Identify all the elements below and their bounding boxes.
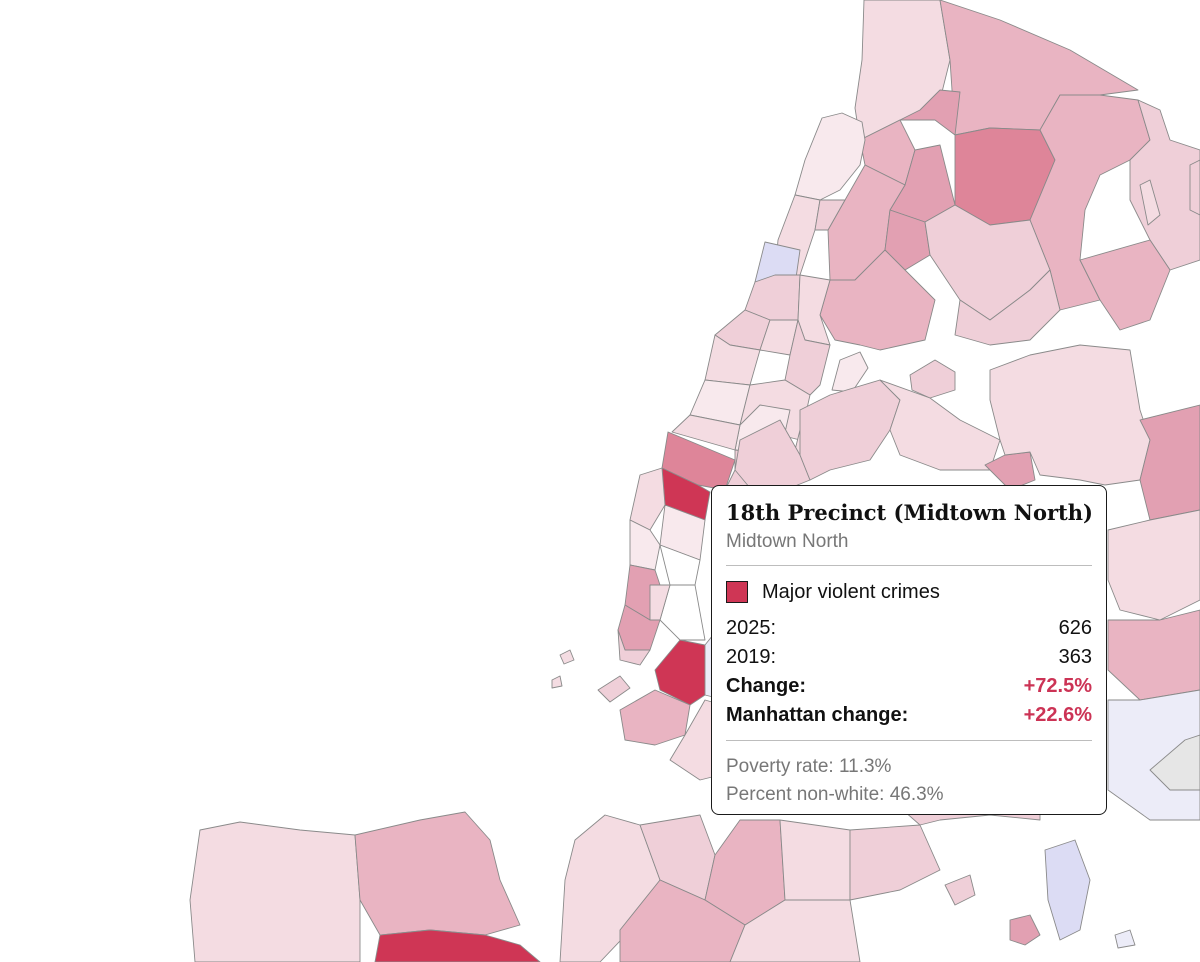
precinct-bronx-fordham[interactable] [899,89,961,136]
island-bay-4[interactable] [1114,929,1136,949]
precinct-brooklyn-east-flatbush[interactable] [779,819,851,901]
tooltip-divider [726,565,1092,566]
precinct-manhattan-financial[interactable] [617,629,651,666]
island-city-island[interactable] [1189,159,1200,216]
island-hart[interactable] [1139,179,1161,226]
precinct-manhattan-inwood[interactable] [794,112,866,201]
island-liberty[interactable] [559,649,575,665]
precinct-staten-island-north[interactable] [189,821,361,962]
stat-row-borough-change: Manhattan change: +22.6% [726,701,1092,730]
precinct-tooltip: 18th Precinct (Midtown North) Midtown No… [711,485,1107,815]
precinct-queens-astoria[interactable] [799,379,901,481]
precinct-brooklyn-canarsie[interactable] [849,824,941,901]
precinct-manhattan-chelsea[interactable] [629,467,666,531]
precinct-manhattan-tribeca[interactable] [649,584,671,621]
tooltip-title: 18th Precinct (Midtown North) [726,500,1093,525]
stat-value-change: +72.5% [1023,675,1092,697]
tooltip-subtitle: Midtown North [726,531,849,552]
precinct-manhattan-upper-west-south[interactable] [671,414,741,451]
island-bay-3[interactable] [944,874,976,906]
legend-row: Major violent crimes [726,578,1092,606]
precinct-queens-fresh-meadows[interactable] [1107,609,1200,701]
precinct-queens-airport[interactable] [1149,734,1200,791]
legend-swatch [726,581,748,603]
stat-label-2025: 2025: [726,617,777,639]
precinct-brooklyn-red-hook[interactable] [597,675,631,703]
precinct-bronx-mott-haven[interactable] [819,249,936,351]
stat-value-2019: 363 [1058,646,1092,668]
tooltip-divider-2 [726,740,1092,741]
precinct-staten-island-mid[interactable] [354,811,521,936]
precinct-queens-corona[interactable] [989,344,1151,486]
precinct-queens-jackson-heights[interactable] [879,379,1001,471]
precinct-manhattan-upper-west-north[interactable] [704,334,761,386]
stat-label-change: Change: [726,675,806,697]
stat-row-2025: 2025: 626 [726,614,1092,643]
legend-label: Major violent crimes [762,580,940,603]
poverty-rate: Poverty rate: 11.3% [726,756,892,777]
island-bay-2[interactable] [1044,839,1091,941]
stat-label-borough-change: Manhattan change: [726,704,909,726]
precinct-staten-island-south[interactable] [374,929,541,962]
precinct-queens-flushing[interactable] [1139,404,1200,521]
stat-value-borough-change: +22.6% [1023,704,1092,726]
precinct-manhattan-greenwich[interactable] [629,519,661,571]
stat-row-change: Change: +72.5% [726,672,1092,701]
precinct-bronx-throgs[interactable] [1079,239,1171,331]
island-staten-small[interactable] [551,675,563,689]
island-bay-1[interactable] [1009,914,1041,946]
precinct-queens-bayside[interactable] [1107,509,1200,621]
precinct-manhattan-washington-heights-north[interactable] [814,199,846,231]
stat-row-2019: 2019: 363 [726,643,1092,672]
island-rikers[interactable] [909,359,956,399]
precinct-bronx-highbridge[interactable] [884,209,931,271]
stat-value-2025: 626 [1058,617,1092,639]
percent-non-white: Percent non-white: 46.3% [726,784,944,805]
island-randalls[interactable] [831,351,869,393]
stat-label-2019: 2019: [726,646,777,668]
precinct-bronx-soundview[interactable] [954,269,1061,346]
precinct-brooklyn-sheepshead[interactable] [729,899,861,962]
